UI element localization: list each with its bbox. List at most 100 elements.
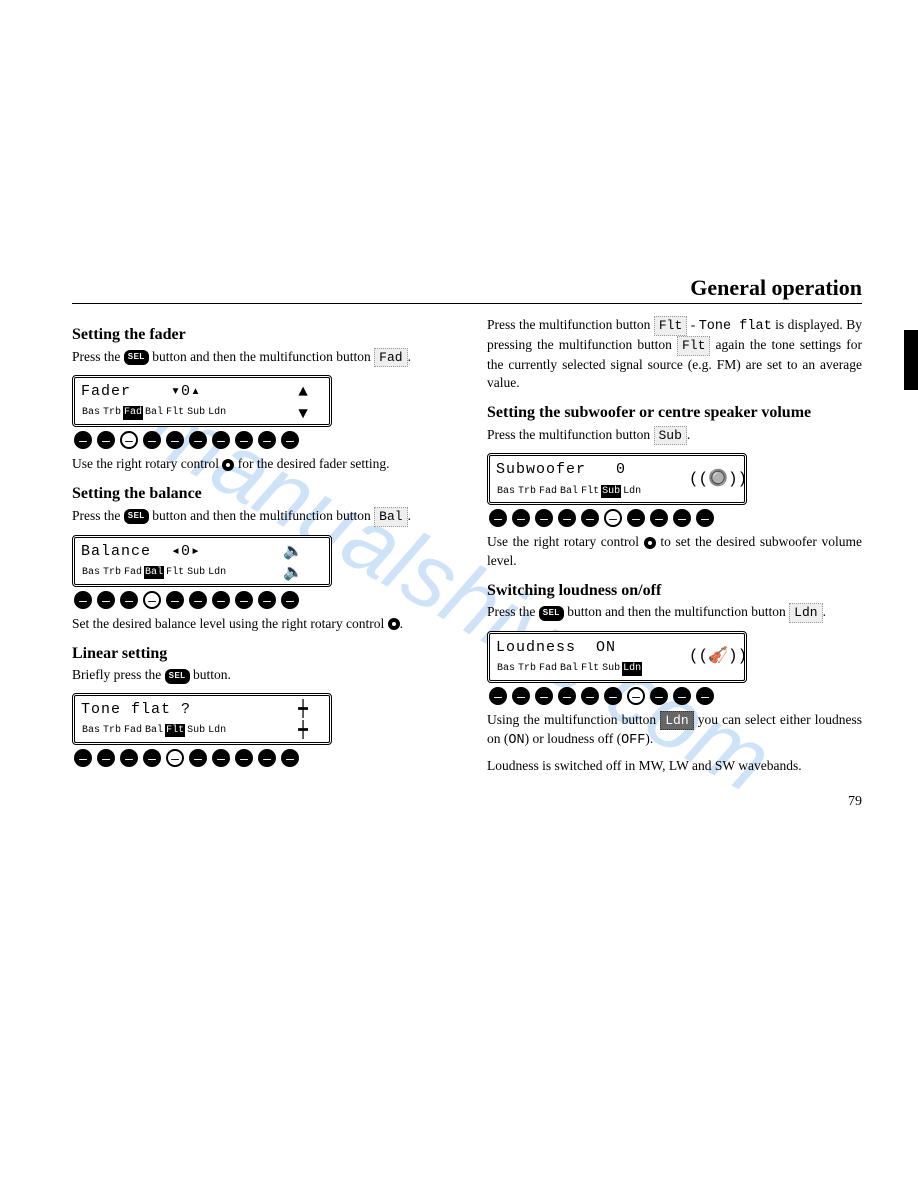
round-button: – [97, 431, 115, 449]
sub-after: Use the right rotary control to set the … [487, 533, 862, 569]
lcd-label: Bal [144, 566, 164, 580]
lcd-label: Ldn [622, 485, 642, 499]
round-button: – [604, 509, 622, 527]
round-button: – [281, 591, 299, 609]
softkey-bal: Bal [374, 507, 407, 527]
lcd-label: Fad [123, 566, 143, 580]
lcd-label: Flt [580, 662, 600, 676]
heading-balance: Setting the balance [72, 483, 447, 505]
balance-instruction: Press the SEL button and then the multif… [72, 507, 447, 527]
sel-button: SEL [165, 669, 190, 684]
round-button: – [558, 509, 576, 527]
heading-subwoofer: Setting the subwoofer or centre speaker … [487, 402, 862, 424]
lcd-label: Sub [186, 724, 206, 738]
side-tab [904, 330, 918, 390]
sel-button: SEL [539, 606, 564, 621]
round-button: – [535, 687, 553, 705]
round-button: – [558, 687, 576, 705]
round-button: – [281, 431, 299, 449]
flat-paragraph: Press the multifunction button Flt - Ton… [487, 316, 862, 392]
heading-loudness: Switching loudness on/off [487, 580, 862, 602]
round-button: – [120, 431, 138, 449]
lcd-balance: Balance ◂0▸ 🔈 🔈 BasTrbFadBalFltSubLdn ––… [72, 535, 332, 609]
sub-instruction: Press the multifunction button Sub. [487, 426, 862, 446]
round-button: – [74, 431, 92, 449]
heading-linear: Linear setting [72, 643, 447, 665]
round-button: – [535, 509, 553, 527]
lcd-label: Trb [102, 724, 122, 738]
round-button: – [650, 509, 668, 527]
round-button: – [120, 749, 138, 767]
round-button: – [673, 509, 691, 527]
lcd-label: Bas [81, 566, 101, 580]
round-button: – [696, 509, 714, 527]
fader-icon: ▲▼ [283, 382, 323, 420]
loud-after2: Loudness is switched off in MW, LW and S… [487, 757, 862, 775]
lcd-label: Bal [559, 485, 579, 499]
round-button: – [489, 687, 507, 705]
page-number: 79 [487, 793, 862, 812]
round-button: – [212, 431, 230, 449]
lcd-label: Flt [165, 724, 185, 738]
lcd-label: Trb [517, 662, 537, 676]
round-button: – [235, 591, 253, 609]
btnrow-balance: –––––––––– [72, 591, 332, 609]
round-button: – [143, 431, 161, 449]
sel-button: SEL [124, 509, 149, 524]
heading-fader: Setting the fader [72, 324, 447, 346]
btnrow-fader: –––––––––– [72, 431, 332, 449]
round-button: – [673, 687, 691, 705]
lcd-label: Sub [186, 566, 206, 580]
loudness-icon: ((🎻)) [698, 638, 738, 676]
softkey-ldn: Ldn [789, 603, 822, 623]
lcd-fader: Fader ▾0▴ ▲▼ BasTrbFadBalFltSubLdn –––––… [72, 375, 332, 449]
lcd-label: Bal [144, 724, 164, 738]
round-button: – [97, 591, 115, 609]
slider-icon: ┿┿ [283, 700, 323, 738]
round-button: – [166, 749, 184, 767]
fader-after: Use the right rotary control for the des… [72, 455, 447, 473]
round-button: – [166, 591, 184, 609]
round-button: – [212, 591, 230, 609]
left-column: Setting the fader Press the SEL button a… [72, 314, 447, 812]
right-column: Press the multifunction button Flt - Ton… [487, 314, 862, 812]
round-button: – [189, 749, 207, 767]
round-button: – [97, 749, 115, 767]
loud-instruction: Press the SEL button and then the multif… [487, 603, 862, 623]
round-button: – [258, 749, 276, 767]
lcd-label: Fad [123, 406, 143, 420]
round-button: – [189, 431, 207, 449]
lcd-label: Fad [538, 485, 558, 499]
lcd-label: Flt [165, 566, 185, 580]
round-button: – [258, 431, 276, 449]
softkey-sub: Sub [654, 426, 687, 446]
sel-button: SEL [124, 350, 149, 365]
softkey-ldn-inv: Ldn [660, 711, 693, 731]
round-button: – [581, 687, 599, 705]
balance-after: Set the desired balance level using the … [72, 615, 447, 633]
lcd-label: Trb [102, 406, 122, 420]
round-button: – [120, 591, 138, 609]
lcd-label: Bal [559, 662, 579, 676]
lcd-linear: Tone flat ? ┿┿ BasTrbFadBalFltSubLdn –––… [72, 693, 332, 767]
lcd-label: Ldn [207, 566, 227, 580]
round-button: – [627, 687, 645, 705]
round-button: – [489, 509, 507, 527]
softkey-flt: Flt [677, 336, 710, 356]
round-button: – [143, 749, 161, 767]
lcd-label: Trb [102, 566, 122, 580]
linear-instruction: Briefly press the SEL button. [72, 666, 447, 684]
rotary-icon [222, 459, 234, 471]
round-button: – [627, 509, 645, 527]
round-button: – [581, 509, 599, 527]
round-button: – [166, 431, 184, 449]
lcd-label: Trb [517, 485, 537, 499]
lcd-label: Bas [81, 724, 101, 738]
round-button: – [212, 749, 230, 767]
lcd-label: Bal [144, 406, 164, 420]
loud-after1: Using the multifunction button Ldn you c… [487, 711, 862, 751]
lcd-label: Sub [601, 662, 621, 676]
round-button: – [650, 687, 668, 705]
fader-instruction: Press the SEL button and then the multif… [72, 348, 447, 368]
round-button: – [258, 591, 276, 609]
